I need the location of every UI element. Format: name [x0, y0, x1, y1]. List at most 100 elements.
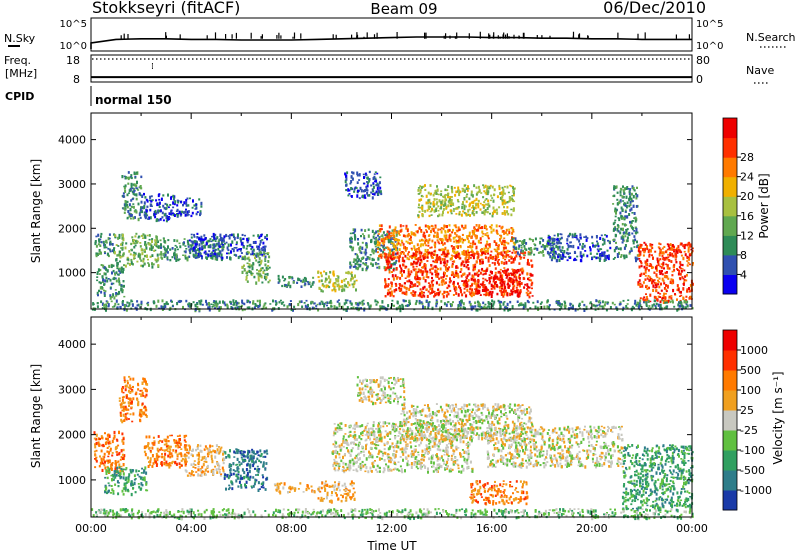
power-cell [124, 209, 127, 211]
power-cell [527, 252, 530, 256]
power-cell [664, 250, 667, 254]
power-cell [631, 200, 634, 202]
power-cell [634, 256, 637, 260]
power-cell [687, 246, 690, 250]
power-cell [475, 260, 478, 264]
power-cell [246, 237, 249, 242]
power-cell [402, 306, 404, 310]
power-cell [358, 301, 361, 305]
power-cell [644, 243, 647, 246]
power-cell [616, 191, 619, 194]
power-cell [366, 302, 369, 304]
power-cell [401, 256, 404, 260]
power-cell [440, 206, 443, 210]
power-cell [661, 251, 663, 255]
power-cell [130, 199, 133, 202]
power-cell [601, 305, 604, 308]
power-cell [398, 304, 401, 309]
power-cell [688, 287, 690, 290]
power-cell [436, 260, 439, 264]
power-cell [646, 248, 649, 250]
power-cell [260, 233, 263, 238]
power-cell [212, 301, 215, 304]
power-cell [416, 275, 419, 278]
power-cell [613, 185, 616, 188]
power-cell [349, 241, 352, 244]
power-cell [451, 263, 454, 266]
power-cell [117, 236, 120, 240]
power-cell [156, 238, 159, 242]
power-cell [472, 278, 475, 282]
velocity-cell [132, 469, 135, 472]
power-cell [271, 308, 274, 312]
power-cell [289, 300, 292, 302]
power-cell [512, 281, 515, 285]
power-cell [262, 305, 265, 309]
power-cell [475, 224, 478, 227]
power-cell [517, 294, 520, 298]
power-cell [617, 217, 620, 219]
power-cell [394, 228, 397, 231]
power-cell [414, 248, 417, 251]
power-cell [178, 210, 181, 214]
power-cell [617, 229, 620, 233]
power-cell [254, 256, 256, 260]
power-cell [502, 256, 505, 260]
power-cell [632, 204, 635, 208]
power-cell [653, 299, 656, 302]
power-cell [390, 284, 393, 288]
power-cell [144, 215, 147, 218]
power-cell [464, 224, 467, 227]
power-cell [407, 241, 410, 244]
power-cell [378, 265, 381, 270]
power-cell [255, 254, 258, 258]
velocity-cell [118, 466, 121, 469]
power-cell [462, 188, 465, 192]
power-cell [440, 193, 443, 197]
power-cell [252, 254, 255, 257]
power-cell [427, 251, 430, 254]
power-cell [381, 242, 384, 244]
power-cell [172, 213, 175, 217]
power-cell [443, 264, 446, 267]
power-cell [680, 254, 683, 257]
power-cell [236, 306, 239, 309]
power-cell [147, 301, 150, 304]
power-cell [217, 247, 220, 251]
power-cell [559, 249, 562, 252]
power-cell [113, 251, 116, 255]
power-cell [99, 244, 102, 247]
power-cell [412, 252, 415, 256]
power-cell [380, 244, 383, 247]
power-cell [521, 271, 524, 275]
power-cell [169, 204, 172, 206]
power-cell [264, 263, 267, 266]
power-cell [503, 206, 505, 209]
power-cell [448, 280, 451, 284]
power-cell [620, 227, 623, 231]
power-cell [684, 275, 687, 278]
power-cell [140, 175, 143, 179]
power-colorbar-swatch [723, 274, 737, 295]
power-cell [240, 248, 242, 250]
power-cell [452, 280, 455, 284]
power-cell [602, 307, 605, 310]
power-cell [355, 288, 357, 292]
power-cell [436, 254, 439, 257]
power-cell [466, 264, 469, 267]
power-cell [501, 212, 504, 215]
power-cell [214, 249, 216, 253]
power-cell [200, 201, 203, 206]
power-cell [427, 290, 430, 293]
power-cell [619, 247, 622, 251]
power-cell [187, 210, 190, 213]
power-cell [484, 287, 487, 290]
power-cell [116, 254, 119, 257]
power-cell [684, 306, 687, 309]
power-cell [496, 250, 499, 253]
power-cell [659, 303, 662, 308]
power-cell [583, 308, 586, 312]
power-cell [142, 257, 145, 261]
power-cell [468, 208, 471, 211]
power-cell [503, 280, 506, 283]
